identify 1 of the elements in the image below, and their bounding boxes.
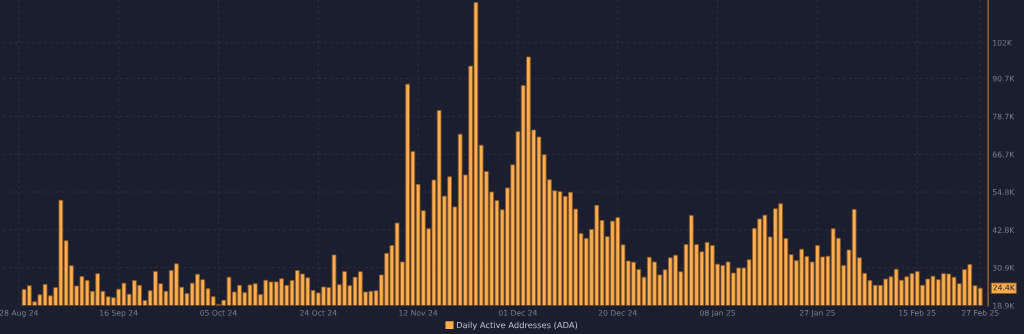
legend-label: Daily Active Addresses (ADA) xyxy=(457,321,578,330)
